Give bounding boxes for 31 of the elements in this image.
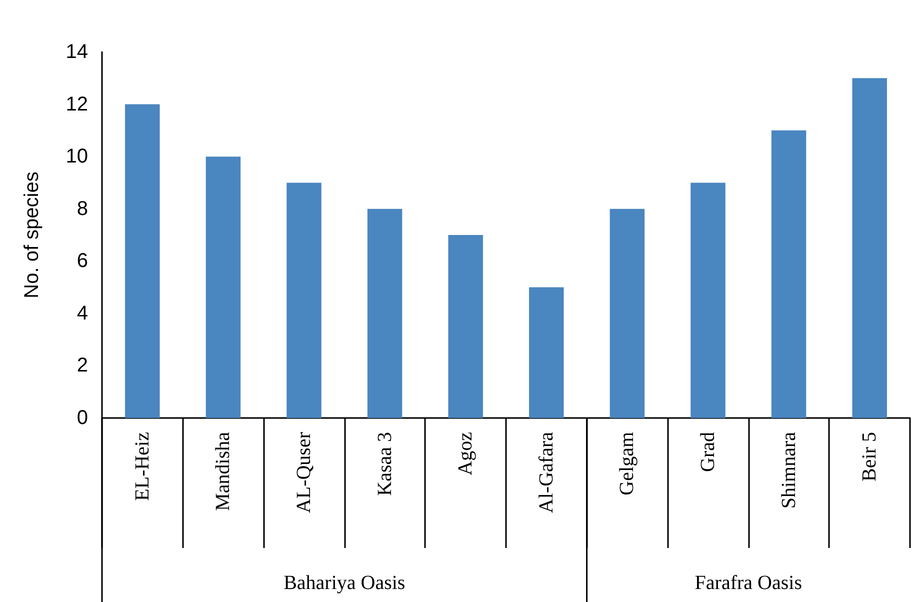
bar — [448, 235, 483, 418]
y-tick-label: 10 — [66, 146, 88, 168]
x-tick-label: AL-Quser — [293, 432, 315, 514]
x-tick-label: Al-Gafara — [535, 432, 558, 514]
x-tick-label: Kasaa 3 — [374, 432, 396, 496]
y-tick-label: 6 — [76, 250, 88, 272]
x-tick-label: Shimnara — [778, 432, 800, 509]
y-tick-label: 12 — [66, 93, 88, 116]
x-tick-label: Mandisha — [212, 432, 234, 511]
bar — [367, 208, 402, 418]
y-tick-label: 2 — [76, 354, 88, 377]
text: Farafra Oasis — [694, 572, 802, 594]
bar — [852, 78, 887, 418]
bar — [610, 208, 645, 418]
x-tick-label: EL-Heiz — [131, 432, 154, 501]
y-axis-title: No. of species — [21, 172, 43, 298]
y-tick-label: 0 — [76, 407, 88, 429]
text: Bahariya Oasis — [284, 572, 406, 594]
bar — [125, 104, 160, 418]
y-tick-label: 4 — [76, 302, 88, 324]
y-tick-label: 14 — [66, 41, 88, 63]
x-tick-label: Beir 5 — [858, 432, 881, 482]
x-tick-label: Gelgam — [616, 432, 638, 496]
x-tick-label: Grad — [697, 432, 719, 472]
x-tick-label: Agoz — [454, 432, 477, 476]
bar — [771, 130, 806, 418]
bar — [206, 156, 241, 418]
bar — [529, 287, 564, 418]
bar — [690, 182, 726, 418]
bar — [286, 182, 322, 418]
y-tick-label: 8 — [76, 198, 88, 220]
